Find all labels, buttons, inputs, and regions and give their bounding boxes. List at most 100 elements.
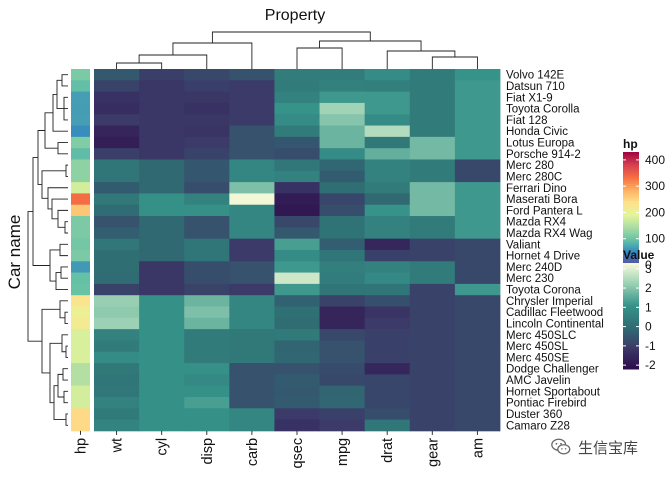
column-label: hp [74,438,90,454]
heatmap-cell [274,283,320,296]
watermark: 生信宝库 [550,436,638,458]
heatmap-cell [94,136,140,149]
heatmap-cell [364,136,411,149]
hp-legend-swatch [623,234,639,238]
heatmap-cell [94,317,140,330]
dendrogram-link [138,54,208,69]
heatmap-cell [274,69,320,81]
heatmap-cell [94,340,140,353]
hp-legend-swatch [623,232,639,236]
value-legend-swatch [623,367,639,370]
row-label: Volvo 142E [506,70,565,82]
value-legend-swatch [623,326,639,329]
row-label: Camaro Z28 [506,420,570,432]
heatmap-cell [274,216,320,228]
heatmap-cell [184,182,230,194]
heatmap-cell [94,374,140,387]
heatmap-cell [229,136,275,149]
heatmap-cell [364,408,411,421]
heatmap-cell [364,159,411,172]
hp-cell [71,272,90,285]
hp-legend-swatch [623,187,639,191]
heatmap-cell [454,374,501,387]
heatmap-cell [274,182,320,194]
heatmap-cell [454,261,501,273]
heatmap-cell [94,182,140,194]
value-legend-swatch [623,307,639,310]
heatmap-cell [454,102,501,115]
heatmap-cell [319,283,366,296]
value-legend-swatch [623,317,639,321]
heatmap-cell [139,114,185,126]
heatmap-cell [274,261,320,273]
value-legend-swatch [623,285,639,289]
heatmap-cell [409,249,456,262]
hp-legend-swatch [623,225,639,228]
column-label: gear [425,438,441,467]
heatmap-cell [454,216,501,228]
heatmap-cell [274,238,320,251]
heatmap-cell [94,102,140,115]
column-labels: hp wt cyl disp carb qsec mpg drat gear am [74,430,486,469]
heatmap-cell [94,261,140,273]
hp-cell [71,148,90,160]
value-legend-swatch [623,328,639,331]
heatmap-cell [409,317,456,330]
heatmap-cell [94,125,140,138]
heatmap-cell [139,227,185,240]
hp-cell [71,193,90,206]
heatmap-cell [409,261,456,273]
heatmap-cell [139,125,185,138]
hp-legend-swatch [623,152,639,155]
heatmap-cell [364,204,411,217]
row-label: Merc 240D [506,262,562,274]
heatmap-cell [94,216,140,228]
heatmap-cell [319,419,366,432]
value-legend-swatch [623,361,639,365]
dendrogram-link [211,31,371,43]
value-legend-swatch [623,333,639,336]
heatmap-cell [139,69,185,81]
hp-legend-swatch [623,191,639,194]
value-legend-swatch [623,266,639,269]
heatmap-cell [319,102,366,115]
value-legend-swatch [623,319,639,322]
heatmap-cell [184,69,230,81]
heatmap-cell [139,216,185,228]
heatmap-cell [364,385,411,398]
heatmap-cell [319,69,366,81]
heatmap-cell [184,419,230,432]
heatmap-cell [139,283,185,296]
row-dendrogram [27,74,68,426]
heatmap-cell [94,80,140,93]
value-legend-swatch [623,354,639,358]
row-label: Duster 360 [506,409,562,421]
heatmap-cell [409,204,456,217]
row-label: Lincoln Continental [506,318,604,330]
heatmap-cell [319,295,366,307]
hp-legend-swatch [623,165,639,168]
value-legend-swatch [623,301,639,305]
heatmap-cell [364,317,411,330]
heatmap-cell [409,396,456,409]
hp-legend-swatch [623,259,639,262]
value-legend-swatch [623,316,639,319]
heatmap-cell [229,283,275,296]
heatmap-cell [94,396,140,409]
heatmap-cell [364,125,411,138]
dendrogram-link [172,42,253,69]
heatmap-cell [319,340,366,353]
heatmap-cell [364,80,411,93]
heatmap-cell [94,91,140,104]
heatmap-cell [139,408,185,421]
hp-legend-swatch [623,157,639,161]
heatmap-cell [319,91,366,104]
value-legend-swatch [623,287,639,290]
row-label: Cadillac Fleetwood [506,307,603,319]
hp-cell [71,329,90,341]
hp-legend-tick-label: 200 [645,205,665,219]
heatmap-cell [454,419,501,432]
heatmap-cell [229,91,275,104]
dendrogram-link [49,342,62,404]
